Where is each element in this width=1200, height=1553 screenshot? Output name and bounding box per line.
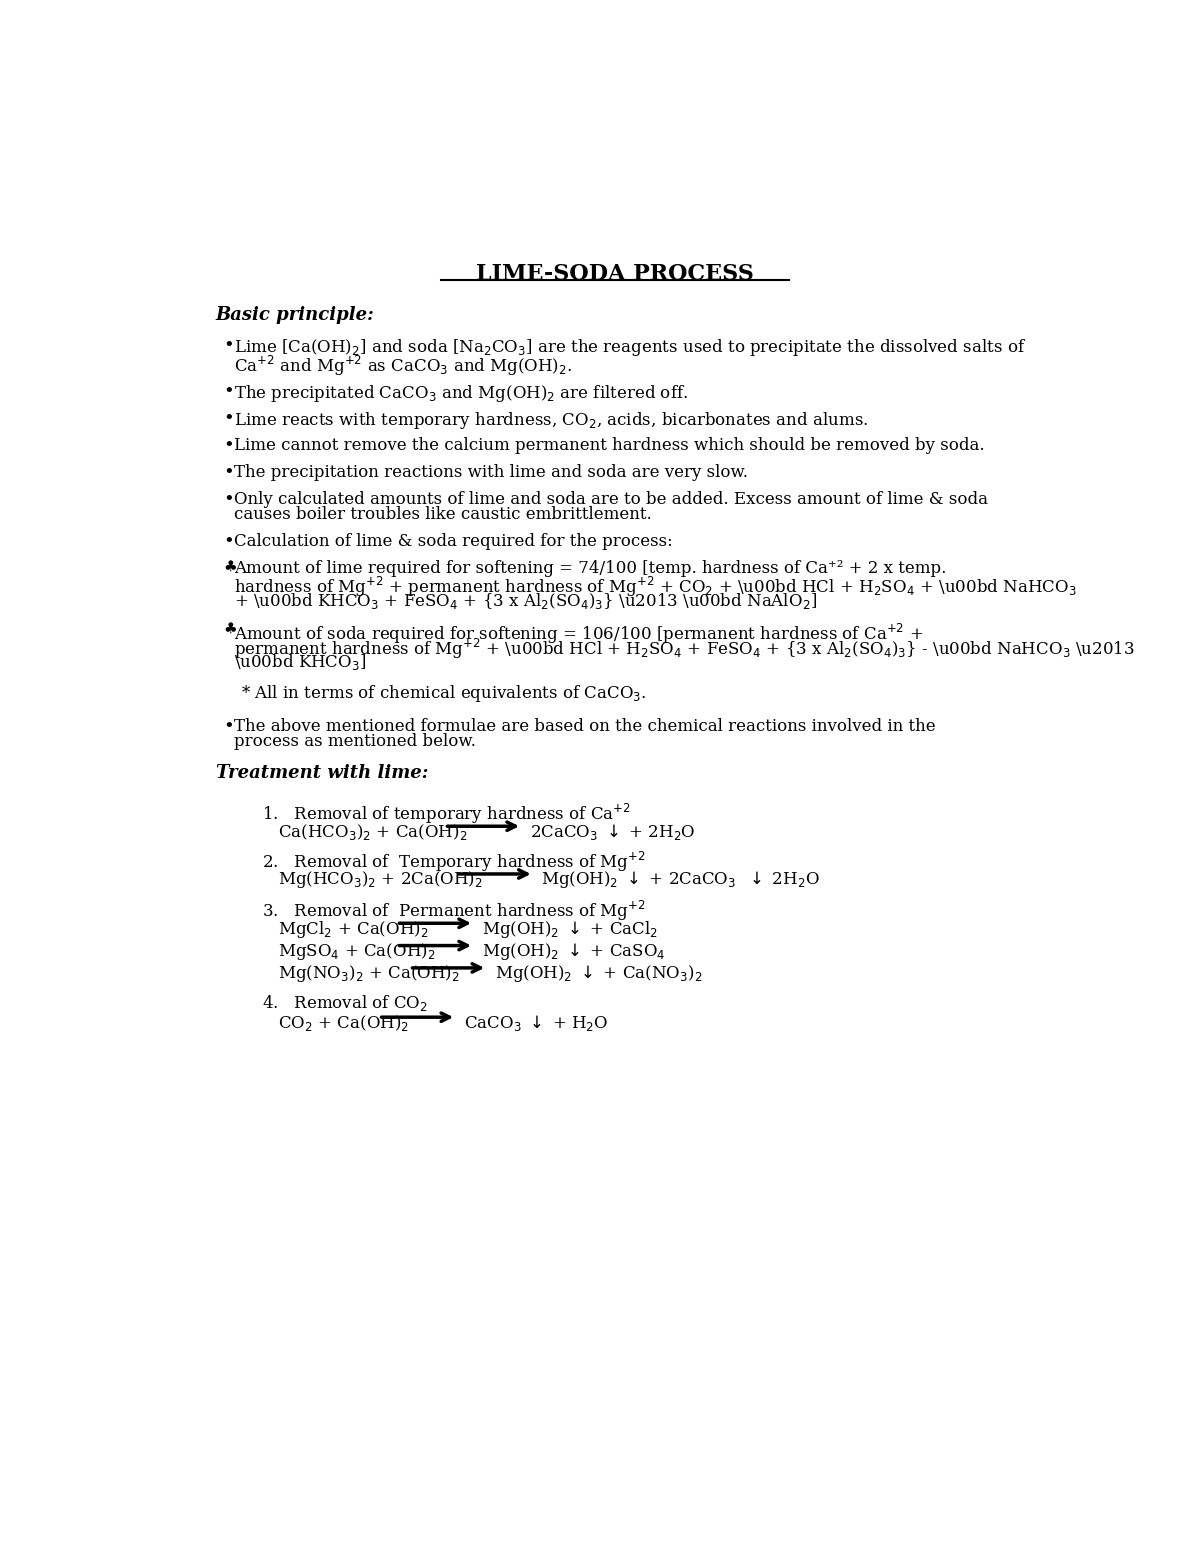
- Text: ♣: ♣: [223, 559, 238, 573]
- Text: causes boiler troubles like caustic embrittlement.: causes boiler troubles like caustic embr…: [234, 506, 652, 523]
- Text: Mg(NO$_3$)$_2$ + Ca(OH)$_2$: Mg(NO$_3$)$_2$ + Ca(OH)$_2$: [278, 963, 460, 985]
- Text: 4.   Removal of CO$_2$: 4. Removal of CO$_2$: [263, 994, 428, 1013]
- Text: ♣: ♣: [223, 621, 238, 635]
- Text: Mg(HCO$_3$)$_2$ + 2Ca(OH)$_2$: Mg(HCO$_3$)$_2$ + 2Ca(OH)$_2$: [278, 870, 482, 890]
- Text: + \u00bd KHCO$_3$ + FeSO$_4$ + {3 x Al$_2$(SO$_4$)$_3$} \u2013 \u00bd NaAlO$_2$]: + \u00bd KHCO$_3$ + FeSO$_4$ + {3 x Al$_…: [234, 590, 817, 610]
- Text: Basic principle:: Basic principle:: [216, 306, 374, 323]
- Text: •: •: [223, 436, 234, 455]
- Text: Lime [Ca(OH)$_2$] and soda [Na$_2$CO$_3$] are the reagents used to precipitate t: Lime [Ca(OH)$_2$] and soda [Na$_2$CO$_3$…: [234, 337, 1026, 357]
- Text: MgSO$_4$ + Ca(OH)$_2$: MgSO$_4$ + Ca(OH)$_2$: [278, 941, 436, 961]
- Text: •: •: [223, 463, 234, 481]
- Text: CO$_2$ + Ca(OH)$_2$: CO$_2$ + Ca(OH)$_2$: [278, 1013, 409, 1033]
- Text: Mg(OH)$_2$ $\downarrow$ + 2CaCO$_3$  $\downarrow$ 2H$_2$O: Mg(OH)$_2$ $\downarrow$ + 2CaCO$_3$ $\do…: [541, 870, 820, 890]
- Text: 3.   Removal of  Permanent hardness of Mg$^{+2}$: 3. Removal of Permanent hardness of Mg$^…: [263, 899, 646, 924]
- Text: LIME-SODA PROCESS: LIME-SODA PROCESS: [476, 264, 754, 286]
- Text: hardness of Mg$^{+2}$ + permanent hardness of Mg$^{+2}$ + CO$_2$ + \u00bd HCl + : hardness of Mg$^{+2}$ + permanent hardne…: [234, 575, 1076, 599]
- Text: permanent hardness of Mg$^{+2}$ + \u00bd HCl + H$_2$SO$_4$ + FeSO$_4$ + {3 x Al$: permanent hardness of Mg$^{+2}$ + \u00bd…: [234, 637, 1134, 662]
- Text: 1.   Removal of temporary hardness of Ca$^{+2}$: 1. Removal of temporary hardness of Ca$^…: [263, 803, 631, 826]
- Text: Amount of lime required for softening = 74/100 [temp. hardness of Ca⁺² + 2 x tem: Amount of lime required for softening = …: [234, 559, 946, 576]
- Text: process as mentioned below.: process as mentioned below.: [234, 733, 475, 750]
- Text: •: •: [223, 410, 234, 427]
- Text: •: •: [223, 337, 234, 354]
- Text: Ca$^{+2}$ and Mg$^{+2}$ as CaCO$_3$ and Mg(OH)$_2$.: Ca$^{+2}$ and Mg$^{+2}$ as CaCO$_3$ and …: [234, 354, 572, 377]
- Text: The precipitated CaCO$_3$ and Mg(OH)$_2$ are filtered off.: The precipitated CaCO$_3$ and Mg(OH)$_2$…: [234, 382, 688, 404]
- Text: MgCl$_2$ + Ca(OH)$_2$: MgCl$_2$ + Ca(OH)$_2$: [278, 919, 428, 940]
- Text: Mg(OH)$_2$ $\downarrow$ + CaSO$_4$: Mg(OH)$_2$ $\downarrow$ + CaSO$_4$: [481, 941, 665, 961]
- Text: \u00bd KHCO$_3$]: \u00bd KHCO$_3$]: [234, 652, 366, 672]
- Text: Mg(OH)$_2$ $\downarrow$ + Ca(NO$_3$)$_2$: Mg(OH)$_2$ $\downarrow$ + Ca(NO$_3$)$_2$: [494, 963, 702, 985]
- Text: Treatment with lime:: Treatment with lime:: [216, 764, 428, 781]
- Text: Calculation of lime & soda required for the process:: Calculation of lime & soda required for …: [234, 533, 672, 550]
- Text: •: •: [223, 717, 234, 736]
- Text: Amount of soda required for softening = 106/100 [permanent hardness of Ca$^{+2}$: Amount of soda required for softening = …: [234, 621, 923, 646]
- Text: * All in terms of chemical equivalents of CaCO$_3$.: * All in terms of chemical equivalents o…: [241, 683, 647, 704]
- Text: Lime cannot remove the calcium permanent hardness which should be removed by sod: Lime cannot remove the calcium permanent…: [234, 436, 984, 453]
- Text: 2.   Removal of  Temporary hardness of Mg$^{+2}$: 2. Removal of Temporary hardness of Mg$^…: [263, 849, 646, 874]
- Text: The above mentioned formulae are based on the chemical reactions involved in the: The above mentioned formulae are based o…: [234, 717, 935, 735]
- Text: Only calculated amounts of lime and soda are to be added. Excess amount of lime : Only calculated amounts of lime and soda…: [234, 491, 988, 508]
- Text: CaCO$_3$ $\downarrow$ + H$_2$O: CaCO$_3$ $\downarrow$ + H$_2$O: [464, 1013, 608, 1033]
- Text: •: •: [223, 491, 234, 508]
- Text: Mg(OH)$_2$ $\downarrow$ + CaCl$_2$: Mg(OH)$_2$ $\downarrow$ + CaCl$_2$: [481, 919, 658, 940]
- Text: The precipitation reactions with lime and soda are very slow.: The precipitation reactions with lime an…: [234, 463, 748, 480]
- Text: Ca(HCO$_3$)$_2$ + Ca(OH)$_2$: Ca(HCO$_3$)$_2$ + Ca(OH)$_2$: [278, 822, 467, 842]
- Text: •: •: [223, 382, 234, 401]
- Text: •: •: [223, 533, 234, 551]
- Text: 2CaCO$_3$ $\downarrow$ + 2H$_2$O: 2CaCO$_3$ $\downarrow$ + 2H$_2$O: [529, 822, 695, 842]
- Text: Lime reacts with temporary hardness, CO$_2$, acids, bicarbonates and alums.: Lime reacts with temporary hardness, CO$…: [234, 410, 868, 430]
